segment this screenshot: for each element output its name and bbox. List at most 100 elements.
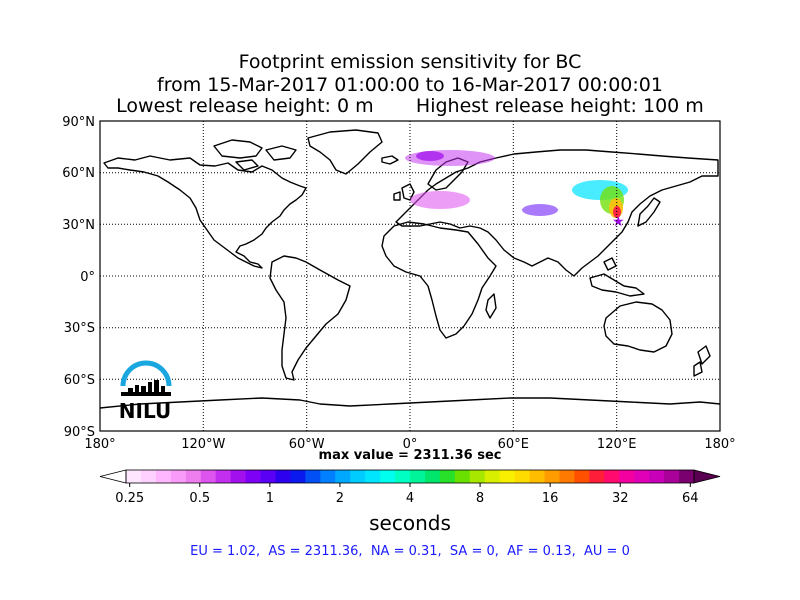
colorbar-swatch: [335, 470, 351, 483]
lon-tick-label: 180°: [704, 437, 735, 452]
colorbar-swatch: [634, 470, 650, 483]
colorbar-swatch: [664, 470, 680, 483]
colorbar-swatch: [499, 470, 516, 483]
colorbar-swatch: [350, 470, 366, 483]
logo-arc-icon: [120, 360, 172, 387]
logo-base-bar-icon: [121, 392, 171, 396]
lon-tick-label: 180°: [84, 437, 115, 452]
lat-tick-label: 90°N: [62, 115, 95, 130]
title-line-1: Footprint emission sensitivity for BC: [238, 51, 582, 73]
colorbar-swatch: [290, 470, 306, 483]
southeast-asia-islands: [589, 257, 645, 297]
colorbar-swatch: [544, 470, 560, 483]
lat-tick-label: 30°N: [62, 218, 95, 233]
australia-coast: [603, 301, 673, 353]
colorbar-swatch: [484, 470, 501, 483]
colorbar-swatch: [140, 470, 157, 483]
africa-coast: [381, 221, 497, 339]
colorbar-swatch: [230, 470, 247, 483]
colorbar: [99, 469, 721, 484]
colorbar-swatch: [574, 470, 590, 483]
colorbar-over-arrow: [693, 469, 721, 484]
lon-tick-label: 60°E: [498, 437, 529, 452]
colorbar-swatch: [649, 470, 665, 483]
plume-europe: [410, 191, 470, 209]
region-stats: EU = 1.02, AS = 2311.36, NA = 0.31, SA =…: [190, 544, 630, 559]
north-america-coast: [103, 155, 307, 269]
release-site-star: ★: [612, 214, 625, 230]
colorbar-swatch: [514, 470, 531, 483]
colorbar-swatch: [275, 470, 291, 483]
lon-tick-label: 60°W: [289, 437, 325, 452]
max-value-label: max value = 2311.36 sec: [318, 448, 502, 463]
colorbar-ticks: 0.25 0.5 1 2 4 8 16 32 64: [115, 483, 699, 506]
colorbar-swatch: [529, 470, 546, 483]
lat-tick-label: 90°S: [64, 425, 95, 440]
map-frame: [99, 120, 721, 432]
nilu-logo: NILU: [119, 360, 172, 423]
colorbar-swatch: [260, 470, 276, 483]
logo-text: NILU: [119, 399, 171, 423]
lat-tick-label: 60°S: [64, 373, 95, 388]
colorbar-swatch: [604, 470, 620, 483]
colorbar-swatch: [559, 470, 575, 483]
lat-tick-label: 0°: [80, 270, 95, 285]
madagascar: [485, 293, 497, 319]
colorbar-swatch: [185, 470, 202, 483]
colorbar-tick-label: 0.5: [189, 491, 210, 506]
south-america-coast: [269, 255, 351, 381]
title-line-3: Lowest release height: 0 m Highest relea…: [10, 95, 800, 117]
iceland: [381, 155, 399, 165]
colorbar-under-arrow: [99, 469, 127, 484]
greenland-coast: [307, 129, 383, 175]
colorbar-swatch: [410, 470, 426, 483]
lowest-release-height: Lowest release height: 0 m: [116, 95, 374, 117]
colorbar-tick-label: 4: [406, 491, 414, 506]
colorbar-swatch: [589, 470, 605, 483]
colorbar-swatch: [365, 470, 381, 483]
title-line-2: from 15-Mar-2017 01:00:00 to 16-Mar-2017…: [157, 74, 663, 96]
colorbar-swatch: [395, 470, 411, 483]
lon-ticks: 180° 120°W 60°W 0° 60°E 120°E 180°: [84, 437, 735, 452]
colorbar-swatch: [155, 470, 172, 483]
plume-arctic-core: [416, 151, 444, 161]
colorbar-swatch: [126, 470, 142, 483]
colorbar-swatch: [439, 470, 456, 483]
lon-tick-label: 120°W: [181, 437, 225, 452]
colorbar-swatch: [245, 470, 262, 483]
colorbar-swatch: [424, 470, 441, 483]
colorbar-swatch: [469, 470, 486, 483]
lat-tick-label: 30°S: [64, 321, 95, 336]
new-zealand: [693, 345, 711, 377]
colorbar-tick-label: 8: [476, 491, 484, 506]
plume-central-asia: [522, 204, 558, 216]
lon-tick-label: 120°E: [597, 437, 637, 452]
lon-tick-label: 0°: [403, 437, 418, 452]
british-isles: [393, 183, 415, 201]
colorbar-tick-label: 1: [266, 491, 274, 506]
colorbar-tick-label: 2: [336, 491, 344, 506]
colorbar-tick-label: 16: [542, 491, 559, 506]
colorbar-swatch: [619, 470, 635, 483]
colorbar-tick-label: 64: [682, 491, 699, 506]
colorbar-tick-label: 0.25: [115, 491, 144, 506]
colorbar-swatch: [215, 470, 232, 483]
colorbar-swatch: [170, 470, 187, 483]
colorbar-swatch: [305, 470, 321, 483]
arctic-islands: [213, 139, 297, 171]
colorbar-swatch: [454, 470, 471, 483]
colorbar-swatch: [320, 470, 336, 483]
graticule: [100, 121, 720, 431]
footprint-plume: [405, 150, 628, 218]
scandinavia: [427, 157, 469, 191]
colorbar-swatch: [380, 470, 396, 483]
lat-tick-label: 60°N: [62, 166, 95, 181]
highest-release-height: Highest release height: 100 m: [415, 95, 704, 117]
lat-ticks: 90°N 60°N 30°N 0° 30°S 60°S 90°S: [62, 115, 95, 440]
colorbar-label: seconds: [369, 511, 451, 535]
colorbar-tick-label: 32: [612, 491, 629, 506]
colorbar-swatch: [679, 470, 695, 483]
japan: [637, 197, 661, 227]
colorbar-swatch: [200, 470, 217, 483]
